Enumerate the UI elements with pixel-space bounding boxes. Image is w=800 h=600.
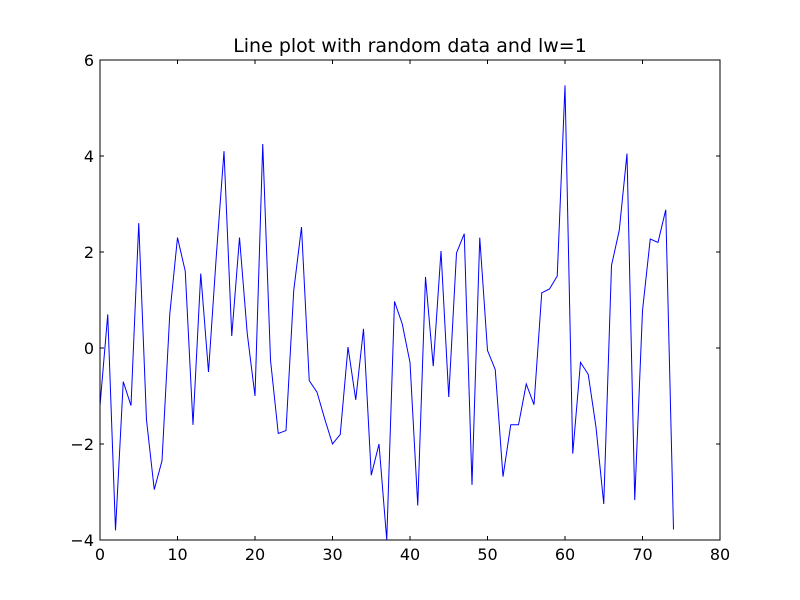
x-tick-label: 80: [710, 545, 730, 564]
y-tick-label: −4: [70, 531, 94, 550]
y-axis: −4 −2 0 2 4 6: [70, 51, 720, 550]
y-tick-label: 4: [84, 147, 94, 166]
x-tick-label: 20: [245, 545, 265, 564]
x-tick-label: 70: [632, 545, 652, 564]
x-tick-label: 60: [555, 545, 575, 564]
y-tick-label: −2: [70, 435, 94, 454]
y-tick-label: 6: [84, 51, 94, 70]
x-tick-label: 30: [322, 545, 342, 564]
x-axis: 0 10 20 30 40 50 60 70 80: [95, 60, 730, 564]
x-tick-label: 40: [400, 545, 420, 564]
data-series-line: [99, 85, 674, 541]
y-tick-label: 2: [84, 243, 94, 262]
plot-frame: [99, 59, 721, 541]
y-tick-label: 0: [84, 339, 94, 358]
x-tick-label: 0: [95, 545, 105, 564]
chart-title: Line plot with random data and lw=1: [233, 35, 587, 57]
plot-area: [99, 85, 674, 541]
x-tick-label: 50: [477, 545, 497, 564]
x-tick-label: 10: [167, 545, 187, 564]
